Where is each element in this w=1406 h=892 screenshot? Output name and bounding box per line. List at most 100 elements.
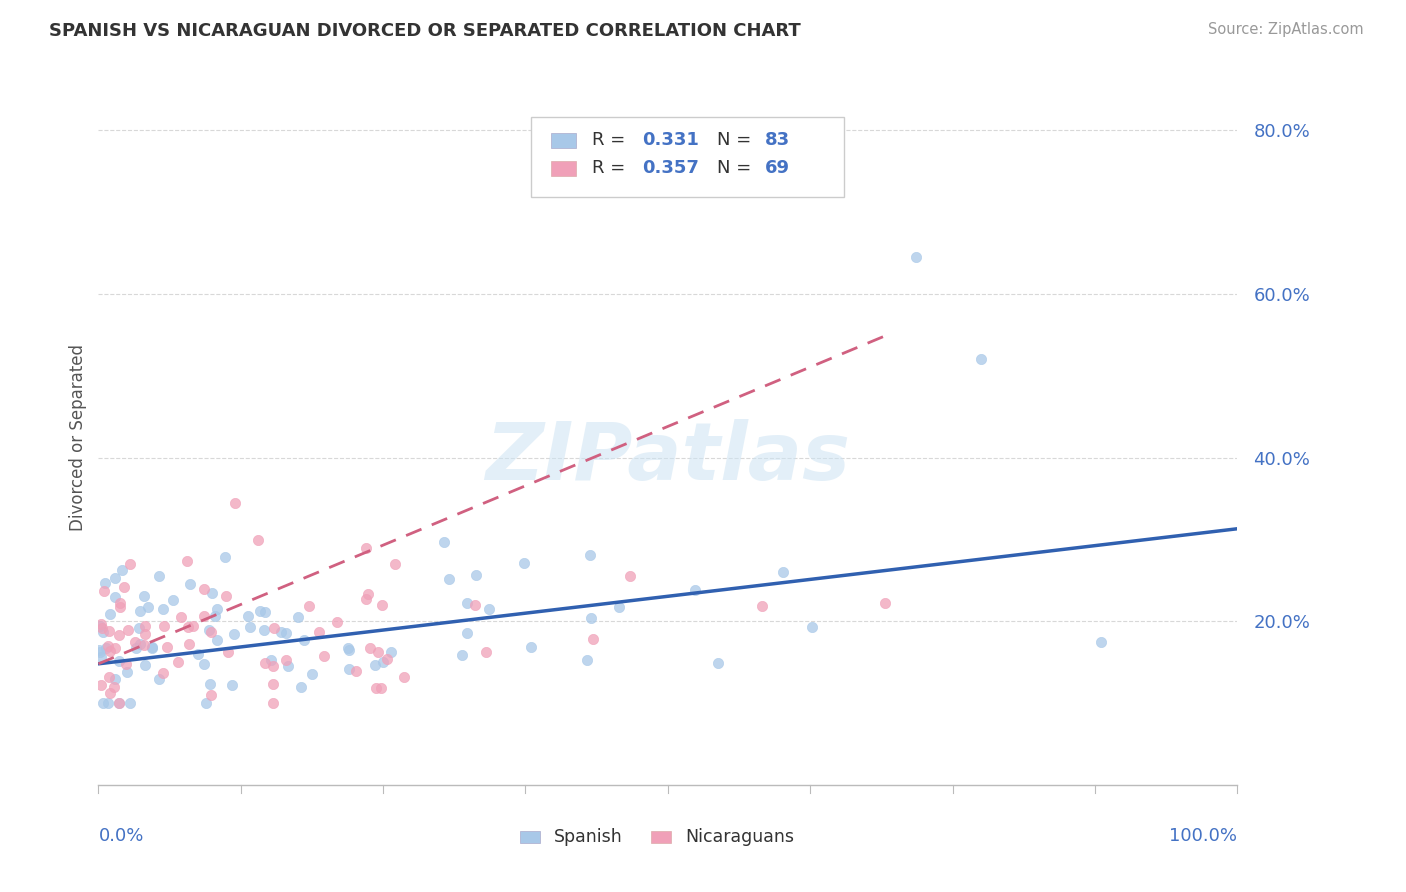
FancyBboxPatch shape <box>551 161 575 177</box>
Point <box>260 653 283 667</box>
Point <box>141 640 163 655</box>
Point <box>114 657 136 672</box>
Point <box>132 589 155 603</box>
Point <box>187 647 209 661</box>
Point <box>344 664 367 678</box>
Point <box>253 623 276 637</box>
Point <box>249 604 271 618</box>
Point <box>115 665 138 680</box>
Point <box>89 645 111 659</box>
Point <box>478 601 501 615</box>
Point <box>354 541 377 555</box>
Point <box>370 681 392 695</box>
Point <box>277 659 299 673</box>
Point <box>464 598 486 612</box>
Point <box>456 625 478 640</box>
Point <box>195 696 218 710</box>
Point <box>607 599 630 614</box>
Point <box>207 633 229 648</box>
Point <box>96 639 118 653</box>
Point <box>197 623 219 637</box>
Point <box>875 596 897 610</box>
Text: R =: R = <box>592 131 630 149</box>
Point <box>262 658 284 673</box>
Point <box>292 632 315 647</box>
Point <box>392 670 415 684</box>
Text: N =: N = <box>717 131 756 149</box>
Point <box>301 666 323 681</box>
Point <box>619 569 641 583</box>
Point <box>103 680 125 694</box>
Point <box>177 637 200 651</box>
Point <box>371 655 394 669</box>
Point <box>98 607 121 621</box>
Point <box>337 643 360 657</box>
Point <box>90 678 112 692</box>
Point <box>384 557 406 571</box>
Point <box>214 550 236 565</box>
Point <box>262 677 284 691</box>
Point <box>366 681 388 695</box>
Point <box>110 600 132 615</box>
Point <box>98 643 121 657</box>
Point <box>433 534 456 549</box>
Point <box>98 685 121 699</box>
Point <box>375 652 398 666</box>
Point <box>579 548 602 562</box>
Point <box>124 634 146 648</box>
Point <box>215 589 238 603</box>
Point <box>148 569 170 583</box>
Point <box>354 592 377 607</box>
Text: 100.0%: 100.0% <box>1170 827 1237 845</box>
Point <box>683 583 706 598</box>
Point <box>125 641 148 656</box>
Point <box>108 696 131 710</box>
Point <box>751 599 773 613</box>
Point <box>465 567 488 582</box>
Point <box>290 680 312 694</box>
Point <box>238 608 260 623</box>
Point <box>772 565 794 579</box>
Point <box>359 640 381 655</box>
Point <box>96 696 118 710</box>
Point <box>179 577 201 591</box>
Point <box>200 624 222 639</box>
Point <box>148 672 170 686</box>
Point <box>134 658 156 673</box>
Text: 0.0%: 0.0% <box>98 827 143 845</box>
Point <box>134 638 156 652</box>
Point <box>177 620 200 634</box>
Point <box>224 627 246 641</box>
FancyBboxPatch shape <box>520 830 540 844</box>
Point <box>456 596 478 610</box>
Point <box>221 677 243 691</box>
Text: 0.357: 0.357 <box>641 159 699 177</box>
Point <box>274 625 297 640</box>
Text: Source: ZipAtlas.com: Source: ZipAtlas.com <box>1208 22 1364 37</box>
Y-axis label: Divorced or Separated: Divorced or Separated <box>69 343 87 531</box>
Point <box>246 533 269 547</box>
Point <box>239 620 262 634</box>
Point <box>905 250 928 264</box>
Point <box>287 610 309 624</box>
Point <box>198 677 221 691</box>
Point <box>152 619 174 633</box>
Point <box>371 599 394 613</box>
Point <box>108 628 131 642</box>
Text: 69: 69 <box>765 159 790 177</box>
Point <box>263 621 285 635</box>
Point <box>156 640 179 654</box>
Point <box>89 619 111 633</box>
Point <box>104 640 127 655</box>
Point <box>108 696 131 710</box>
Point <box>581 632 603 646</box>
Point <box>513 556 536 570</box>
Point <box>98 670 121 684</box>
Point <box>193 582 215 596</box>
Point <box>193 657 215 671</box>
Text: R =: R = <box>592 159 630 177</box>
Point <box>152 602 174 616</box>
Point <box>181 619 204 633</box>
Point <box>129 604 152 618</box>
Text: N =: N = <box>717 159 756 177</box>
